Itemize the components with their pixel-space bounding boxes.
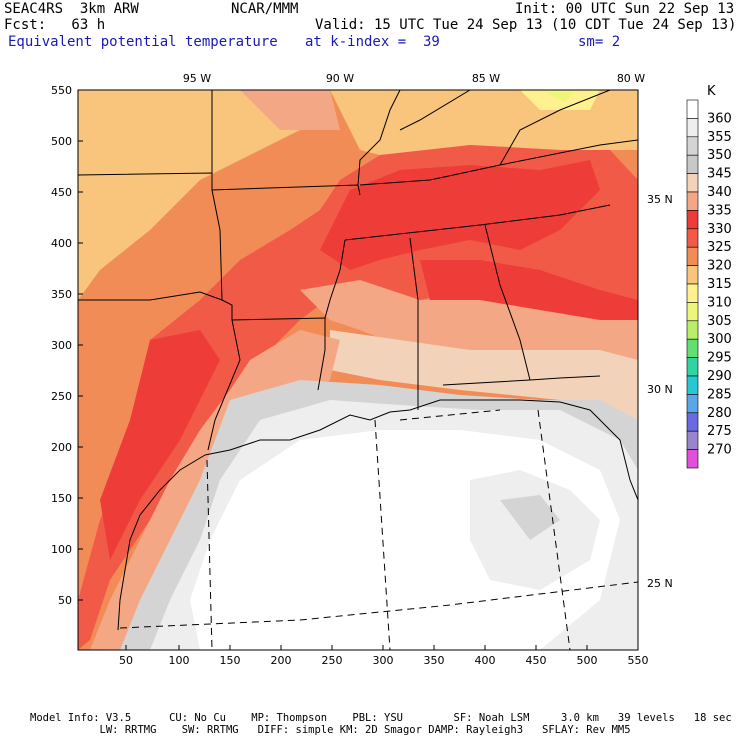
model-info-line1: Model Info: V3.5 CU: No Cu MP: Thompson … [30,712,732,724]
lat-label: 30 N [647,383,673,396]
y-tick-label: 550 [51,84,72,97]
y-tick-label: 450 [51,186,72,199]
longitude-labels: 95 W 90 W 85 W 80 W [183,72,645,85]
latitude-labels: 35 N 30 N 25 N [647,193,673,590]
colorbar-swatch [686,191,699,211]
colorbar-labels: 360 355 350 345 340 335 330 325 320 315 310 305 300 2… [707,111,732,457]
colorbar-label: 275 [707,424,732,439]
colorbar-swatch [686,412,699,432]
colorbar-swatch [686,302,699,322]
colorbar-swatch [686,320,699,340]
colorbar-swatch [686,173,699,193]
x-tick-label: 50 [119,654,133,667]
y-tick-label: 300 [51,339,72,352]
forecast-hour: Fcst: 63 h [4,17,106,33]
y-tick-label: 350 [51,288,72,301]
lon-label: 95 W [183,72,211,85]
field-name: Equivalent potential temperature [8,34,278,50]
x-tick-label: 550 [628,654,649,667]
colorbar-label: 320 [707,259,732,274]
colorbar-swatch [686,118,699,138]
valid-time: Valid: 15 UTC Tue 24 Sep 13 (10 CDT Tue … [315,17,737,33]
colorbar-swatch [686,449,699,469]
colorbar-swatch [686,154,699,174]
colorbar-label: 285 [707,387,732,402]
colorbar-label: 270 [707,443,732,458]
lat-lon-grid [119,409,638,650]
smoothing: sm= 2 [578,34,621,50]
colorbar-swatch [686,283,699,303]
colorbar: K 360 355 350 345 340 335 330 325 320 315 310 305 30… [686,84,732,469]
level-index: at k-index = 39 [305,34,440,50]
center-name: NCAR/MMM [231,1,299,17]
x-tick-label: 100 [169,654,190,667]
x-tick-label: 450 [526,654,547,667]
colorbar-swatch [686,357,699,377]
colorbar-swatch [686,375,699,395]
lon-label: 85 W [472,72,500,85]
colorbar-label: 325 [707,240,732,255]
colorbar-swatch [686,228,699,248]
y-tick-label: 50 [58,594,72,607]
state-boundaries [78,90,638,451]
colorbar-label: 280 [707,406,732,421]
colorbar-label: 310 [707,295,732,310]
x-tick-label: 250 [322,654,343,667]
colorbar-swatch [686,265,699,285]
colorbar-swatch [686,210,699,230]
y-tick-label: 150 [51,492,72,505]
colorbar-label: 315 [707,277,732,292]
lon-label: 90 W [326,72,354,85]
colorbar-swatch [686,338,699,358]
x-ticks [125,645,639,650]
x-tick-label: 200 [271,654,292,667]
y-tick-label: 250 [51,390,72,403]
y-tick-label: 500 [51,135,72,148]
colorbar-label: 295 [707,351,732,366]
lon-label: 80 W [617,72,645,85]
colorbar-label: 330 [707,222,732,237]
y-ticks [78,89,83,601]
colorbar-swatch [686,136,699,156]
y-tick-label: 200 [51,441,72,454]
x-tick-label: 350 [424,654,445,667]
coastline [117,399,638,631]
colorbar-label: 345 [707,167,732,182]
colorbar-label: 290 [707,369,732,384]
colorbar-swatch [686,99,699,119]
theta-e-field [78,90,638,650]
colorbar-label: 305 [707,314,732,329]
x-tick-label: 500 [577,654,598,667]
y-tick-label: 400 [51,237,72,250]
y-tick-labels: 50 100 150 200 250 300 350 400 450 500 5… [51,84,72,607]
y-tick-label: 100 [51,543,72,556]
init-time: Init: 00 UTC Sun 22 Sep 13 [515,1,735,17]
colorbar-swatches [686,99,699,469]
x-tick-label: 300 [373,654,394,667]
colorbar-label: 335 [707,203,732,218]
colorbar-label: 355 [707,130,732,145]
lat-label: 25 N [647,577,673,590]
colorbar-label: 340 [707,185,732,200]
colorbar-label: 350 [707,148,732,163]
colorbar-swatch [686,430,699,450]
x-tick-label: 150 [220,654,241,667]
x-tick-label: 400 [475,654,496,667]
colorbar-unit: K [707,84,716,99]
colorbar-label: 360 [707,111,732,126]
colorbar-swatch [686,246,699,266]
model-name: SEAC4RS 3km ARW [4,1,139,17]
colorbar-swatch [686,394,699,414]
x-tick-labels: 50 100 150 200 250 300 350 400 450 500 5… [119,654,649,667]
lat-label: 35 N [647,193,673,206]
model-info-line2: LW: RRTMG SW: RRTMG DIFF: simple KM: 2D … [30,724,631,736]
plot-frame [77,89,639,651]
colorbar-label: 300 [707,332,732,347]
